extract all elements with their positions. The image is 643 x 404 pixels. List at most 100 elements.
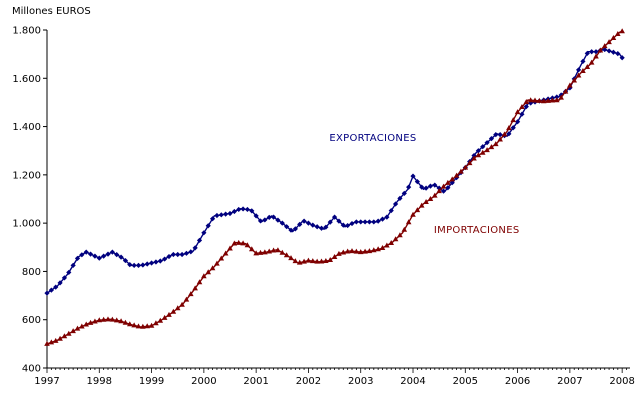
data-point-importaciones bbox=[449, 176, 456, 182]
data-point-importaciones bbox=[266, 248, 273, 254]
data-point-exportaciones bbox=[392, 201, 399, 207]
data-point-exportaciones bbox=[275, 217, 281, 223]
data-point-importaciones bbox=[349, 248, 355, 254]
data-point-importaciones bbox=[562, 88, 569, 94]
data-point-exportaciones bbox=[619, 55, 625, 61]
data-point-exportaciones bbox=[567, 85, 573, 91]
data-point-importaciones bbox=[540, 98, 547, 104]
data-point-exportaciones bbox=[279, 220, 285, 226]
data-point-exportaciones bbox=[288, 227, 294, 233]
data-point-exportaciones bbox=[83, 249, 89, 255]
data-point-importaciones bbox=[192, 285, 198, 291]
data-point-exportaciones bbox=[401, 190, 407, 196]
data-point-exportaciones bbox=[175, 251, 181, 258]
data-point-importaciones bbox=[593, 53, 599, 59]
data-point-importaciones bbox=[113, 317, 120, 323]
data-point-importaciones bbox=[619, 28, 625, 34]
data-point-importaciones bbox=[479, 149, 486, 155]
data-point-exportaciones bbox=[480, 144, 486, 150]
data-point-importaciones bbox=[558, 94, 564, 100]
data-point-exportaciones bbox=[196, 237, 203, 243]
data-point-exportaciones bbox=[423, 185, 429, 191]
data-point-exportaciones bbox=[266, 214, 272, 221]
data-point-exportaciones bbox=[484, 140, 490, 146]
data-point-importaciones bbox=[83, 321, 90, 327]
data-point-importaciones bbox=[96, 317, 103, 323]
data-point-importaciones bbox=[466, 160, 473, 166]
data-point-importaciones bbox=[414, 207, 421, 213]
data-point-exportaciones bbox=[218, 212, 224, 218]
data-point-importaciones bbox=[610, 35, 617, 41]
data-point-exportaciones bbox=[371, 219, 377, 225]
y-tick-label: 800 bbox=[22, 267, 41, 278]
data-point-importaciones bbox=[201, 273, 207, 279]
data-point-importaciones bbox=[205, 269, 212, 275]
data-point-importaciones bbox=[614, 31, 621, 37]
data-point-exportaciones bbox=[297, 221, 303, 227]
data-point-importaciones bbox=[87, 319, 94, 325]
data-point-exportaciones bbox=[358, 219, 364, 225]
data-point-importaciones bbox=[501, 131, 508, 137]
x-tick-label: 2006 bbox=[505, 376, 530, 387]
data-point-exportaciones bbox=[397, 195, 403, 201]
data-point-importaciones bbox=[379, 244, 386, 250]
data-point-importaciones bbox=[183, 296, 190, 302]
data-point-importaciones bbox=[510, 117, 517, 123]
data-point-exportaciones bbox=[109, 249, 115, 255]
data-point-exportaciones bbox=[61, 275, 68, 281]
x-tick-label: 2000 bbox=[191, 376, 216, 387]
x-tick-label: 2001 bbox=[243, 376, 268, 387]
data-point-exportaciones bbox=[140, 262, 146, 268]
data-point-exportaciones bbox=[105, 251, 111, 257]
data-point-exportaciones bbox=[284, 224, 290, 230]
y-axis-title: Millones EUROS bbox=[12, 6, 91, 17]
data-point-exportaciones bbox=[127, 261, 133, 268]
data-point-exportaciones bbox=[497, 132, 503, 138]
series-label-importaciones: IMPORTACIONES bbox=[434, 225, 520, 236]
data-point-importaciones bbox=[475, 152, 482, 158]
data-point-importaciones bbox=[362, 248, 368, 254]
data-point-exportaciones bbox=[301, 218, 307, 224]
data-point-importaciones bbox=[523, 99, 530, 105]
data-point-exportaciones bbox=[406, 184, 412, 190]
data-point-importaciones bbox=[257, 249, 264, 255]
data-point-importaciones bbox=[248, 246, 255, 252]
data-point-exportaciones bbox=[231, 208, 237, 215]
data-point-importaciones bbox=[327, 256, 334, 262]
data-point-importaciones bbox=[148, 322, 155, 328]
data-point-importaciones bbox=[588, 59, 595, 65]
data-point-importaciones bbox=[567, 82, 573, 88]
data-point-importaciones bbox=[105, 316, 111, 322]
data-point-exportaciones bbox=[410, 173, 416, 179]
data-point-exportaciones bbox=[157, 258, 163, 264]
data-point-exportaciones bbox=[227, 210, 233, 217]
x-tick-label: 2008 bbox=[609, 376, 634, 387]
data-point-importaciones bbox=[244, 242, 251, 248]
data-point-importaciones bbox=[174, 305, 181, 311]
data-point-importaciones bbox=[279, 249, 286, 255]
data-point-importaciones bbox=[458, 168, 464, 174]
data-point-importaciones bbox=[144, 323, 151, 329]
data-point-exportaciones bbox=[144, 261, 150, 267]
data-point-exportaciones bbox=[345, 222, 351, 229]
data-point-exportaciones bbox=[323, 224, 329, 230]
data-point-importaciones bbox=[323, 257, 329, 263]
series-label-exportaciones: EXPORTACIONES bbox=[329, 133, 416, 144]
data-point-exportaciones bbox=[519, 111, 525, 117]
data-point-importaciones bbox=[292, 258, 299, 264]
data-point-importaciones bbox=[253, 250, 259, 256]
data-point-exportaciones bbox=[53, 284, 59, 290]
x-tick-label: 2004 bbox=[400, 376, 425, 387]
data-point-importaciones bbox=[48, 339, 55, 345]
data-point-importaciones bbox=[270, 247, 277, 253]
data-point-importaciones bbox=[453, 172, 460, 178]
data-point-exportaciones bbox=[66, 269, 72, 276]
data-point-exportaciones bbox=[493, 132, 499, 138]
data-point-importaciones bbox=[436, 188, 442, 194]
data-point-exportaciones bbox=[214, 212, 220, 219]
data-point-importaciones bbox=[305, 257, 312, 263]
data-point-importaciones bbox=[218, 255, 225, 261]
data-point-importaciones bbox=[214, 260, 220, 266]
data-point-importaciones bbox=[235, 239, 242, 245]
data-point-exportaciones bbox=[244, 206, 251, 213]
